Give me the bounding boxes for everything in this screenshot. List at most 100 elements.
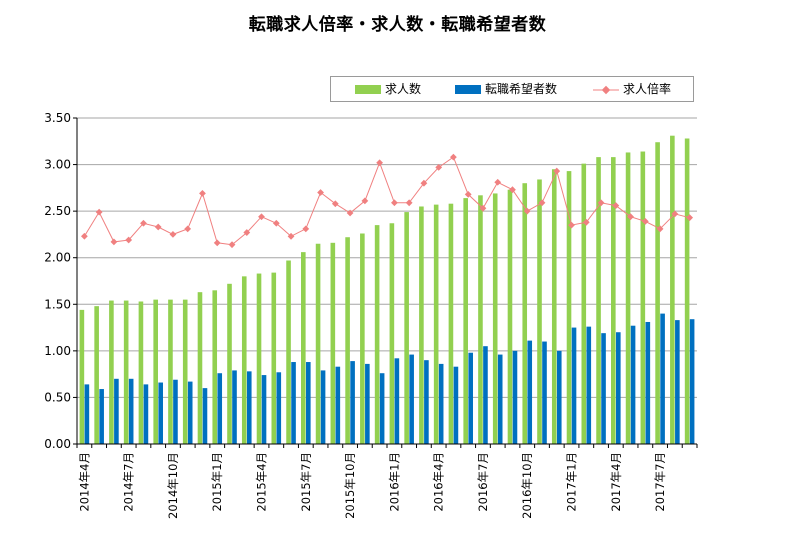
y-tick-label: 0.00 bbox=[44, 437, 71, 451]
bar-jobs bbox=[448, 203, 454, 444]
ratio-point bbox=[376, 159, 384, 167]
bar-seekers bbox=[468, 352, 473, 444]
y-tick-label: 2.00 bbox=[44, 251, 71, 265]
x-tick-label: 2016年1月 bbox=[387, 452, 401, 512]
bar-jobs bbox=[507, 189, 513, 444]
y-tick-label: 3.50 bbox=[44, 111, 71, 125]
bar-jobs bbox=[537, 179, 542, 444]
legend-label-ratio: 求人倍率 bbox=[623, 82, 672, 96]
bar-jobs bbox=[478, 195, 483, 444]
bar-jobs bbox=[256, 273, 262, 444]
bar-seekers bbox=[320, 370, 326, 444]
bar-jobs bbox=[566, 171, 572, 444]
bar-seekers bbox=[187, 381, 193, 444]
bar-seekers bbox=[556, 350, 562, 444]
bar-seekers bbox=[114, 378, 119, 444]
y-tick-label: 3.00 bbox=[44, 158, 71, 172]
bar-seekers bbox=[453, 366, 459, 444]
bar-seekers bbox=[409, 354, 414, 444]
ratio-point bbox=[597, 199, 605, 207]
y-tick-label: 2.50 bbox=[44, 204, 71, 218]
bar-seekers bbox=[128, 378, 134, 444]
bar-seekers bbox=[291, 362, 296, 444]
bar-jobs bbox=[153, 299, 158, 444]
bar-seekers bbox=[173, 379, 178, 444]
ratio-point bbox=[361, 197, 369, 205]
bar-jobs bbox=[419, 206, 424, 444]
ratio-point bbox=[331, 200, 339, 208]
x-tick-label: 2015年10月 bbox=[343, 452, 357, 519]
legend-swatch-jobs bbox=[355, 85, 381, 94]
ratio-point bbox=[391, 199, 398, 207]
x-tick-label: 2016年4月 bbox=[432, 452, 446, 512]
legend-swatch-ratio bbox=[593, 85, 619, 94]
bar-seekers bbox=[246, 371, 252, 444]
bar-seekers bbox=[689, 319, 695, 444]
x-tick-label: 2015年4月 bbox=[255, 452, 269, 512]
ratio-point bbox=[110, 238, 118, 246]
bar-jobs bbox=[271, 272, 277, 444]
bar-jobs bbox=[212, 290, 218, 444]
legend: 求人数 転職希望者数 求人倍率 bbox=[330, 76, 694, 102]
bar-jobs bbox=[625, 152, 631, 444]
y-tick-labels: 0.00 0.50 1.00 1.50 2.00 2.50 3.00 3.50 bbox=[44, 111, 71, 451]
ratio-point bbox=[140, 219, 147, 227]
ratio-point bbox=[405, 199, 413, 207]
y-tick-label: 1.50 bbox=[44, 297, 71, 311]
bar-seekers bbox=[586, 326, 592, 444]
ratio-point bbox=[243, 229, 251, 236]
bar-jobs bbox=[684, 138, 690, 444]
x-tick-label: 2017年7月 bbox=[653, 452, 667, 512]
x-tick-label: 2015年1月 bbox=[210, 452, 224, 512]
legend-item-seekers: 転職希望者数 bbox=[455, 81, 557, 97]
bar-seekers bbox=[379, 373, 385, 444]
ratio-point bbox=[509, 186, 516, 194]
bar-seekers bbox=[675, 320, 680, 444]
bar-seekers bbox=[630, 325, 636, 444]
bar-seekers bbox=[571, 327, 577, 444]
bar-jobs bbox=[182, 299, 188, 444]
ratio-line bbox=[80, 153, 694, 249]
ratio-point bbox=[95, 208, 103, 216]
bar-jobs bbox=[227, 283, 232, 444]
bar-jobs bbox=[611, 157, 616, 444]
bar-seekers bbox=[99, 389, 104, 444]
legend-label-seekers: 転職希望者数 bbox=[485, 82, 558, 96]
bar-seekers bbox=[84, 384, 90, 444]
y-tick-label: 1.00 bbox=[44, 344, 71, 358]
ratio-point bbox=[154, 223, 162, 231]
bar-jobs bbox=[360, 233, 365, 444]
ratio-point bbox=[199, 190, 206, 197]
bar-jobs bbox=[330, 242, 336, 444]
ratio-point bbox=[184, 225, 192, 233]
bar-jobs bbox=[404, 212, 409, 444]
bar-jobs bbox=[596, 157, 601, 444]
x-tick-label: 2014年10月 bbox=[166, 452, 180, 519]
bar-jobs bbox=[389, 223, 395, 444]
ratio-point bbox=[125, 236, 133, 244]
bar-seekers bbox=[158, 382, 163, 444]
ratio-point bbox=[627, 213, 634, 221]
bar-seekers bbox=[527, 340, 533, 444]
chart-title: 転職求人倍率・求人数・転職希望者数 bbox=[248, 15, 547, 35]
bar-seekers bbox=[202, 388, 208, 444]
bar-jobs bbox=[315, 243, 321, 444]
x-tick-label: 2016年10月 bbox=[520, 452, 534, 519]
x-tick-label: 2016年7月 bbox=[476, 452, 490, 512]
bar-jobs bbox=[522, 183, 528, 444]
ratio-point bbox=[80, 232, 88, 240]
ratio-point bbox=[479, 204, 487, 212]
bar-seekers bbox=[438, 363, 444, 444]
bar-jobs bbox=[640, 151, 646, 444]
bar-jobs bbox=[433, 204, 439, 444]
bar-seekers bbox=[217, 373, 223, 444]
bar-seekers bbox=[512, 350, 518, 444]
bars bbox=[79, 135, 695, 444]
bar-jobs bbox=[374, 225, 380, 444]
bar-seekers bbox=[542, 341, 547, 444]
bar-jobs bbox=[109, 300, 114, 444]
bar-seekers bbox=[276, 372, 282, 444]
y-tick-label: 0.50 bbox=[44, 390, 71, 404]
bar-jobs bbox=[286, 260, 291, 444]
